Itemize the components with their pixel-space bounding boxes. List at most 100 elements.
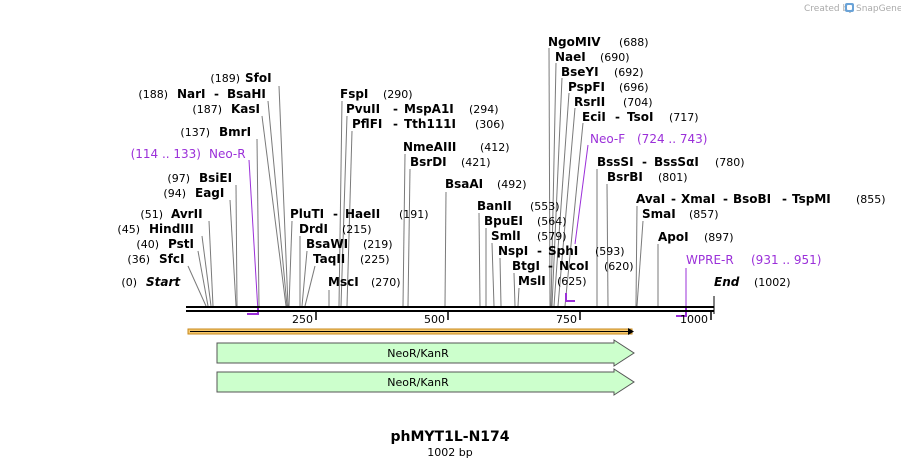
site-ecii[interactable]: EciI - TsoI (717): [582, 110, 699, 124]
svg-text:(306): (306): [475, 118, 505, 131]
site-msci[interactable]: MscI (270): [328, 275, 401, 289]
site-bsawi[interactable]: BsaWI (219): [306, 237, 393, 251]
svg-text:(897): (897): [704, 231, 734, 244]
site-sfci[interactable]: (36) SfcI: [127, 252, 184, 266]
svg-text:NaeI: NaeI: [555, 50, 586, 64]
site-avai[interactable]: AvaI - XmaI - BsoBI - TspMI (855): [636, 192, 886, 206]
svg-text:Neo-R: Neo-R: [209, 147, 246, 161]
site-msli[interactable]: MslI (625): [518, 274, 587, 288]
feature-neokanr-2[interactable]: NeoR/KanR: [216, 368, 635, 396]
svg-text:BssSI: BssSI: [597, 155, 634, 169]
svg-text:(94): (94): [163, 187, 186, 200]
svg-text:SmlI: SmlI: [491, 229, 521, 243]
primer-neo-f[interactable]: Neo-F (724 .. 743): [590, 132, 707, 146]
svg-text:-: -: [548, 259, 553, 273]
svg-text:FspI: FspI: [340, 87, 368, 101]
site-nspi[interactable]: NspI - SphI (593): [498, 244, 625, 258]
site-fspi[interactable]: FspI (290): [340, 87, 413, 101]
svg-text:Start: Start: [146, 275, 181, 289]
orf-bar: [187, 328, 634, 335]
site-bseyi[interactable]: BseYI (692): [561, 65, 644, 79]
svg-text:(696): (696): [619, 81, 649, 94]
backbone: [186, 296, 715, 314]
site-pspfi[interactable]: PspFI (696): [568, 80, 649, 94]
svg-text:BpuEI: BpuEI: [484, 214, 523, 228]
site-nmeaiii[interactable]: NmeAIII (412): [403, 140, 510, 154]
svg-text:-: -: [214, 87, 219, 101]
svg-text:BmrI: BmrI: [219, 125, 251, 139]
site-nari[interactable]: (188) NarI - BsaHI: [138, 87, 266, 101]
primer-neo-r[interactable]: (114 .. 133) Neo-R: [131, 147, 246, 161]
site-bsrbi[interactable]: BsrBI (801): [607, 170, 688, 184]
primer-wpre-r[interactable]: WPRE-R (931 .. 951): [686, 253, 821, 267]
site-avrii[interactable]: (51) AvrII: [140, 207, 202, 221]
svg-text:BtgI: BtgI: [512, 259, 540, 273]
svg-text:RsrII: RsrII: [574, 95, 605, 109]
site-bsaai[interactable]: BsaAI (492): [445, 177, 527, 191]
feature-neokanr-1[interactable]: NeoR/KanR: [216, 339, 635, 367]
primer-arrows: [247, 293, 687, 317]
snapgene-logo-icon: [845, 3, 854, 12]
svg-text:PvuII: PvuII: [346, 102, 380, 116]
site-bsrdi[interactable]: BsrDI (421): [410, 155, 491, 169]
site-pluti[interactable]: PluTI - HaeII (191): [290, 207, 429, 221]
site-sfoi[interactable]: (189) SfoI: [210, 71, 271, 85]
site-taqii[interactable]: TaqII (225): [313, 252, 390, 266]
site-pvuii[interactable]: PvuII - MspA1I (294): [346, 102, 499, 116]
wpre-r-arrow: [676, 306, 687, 317]
site-hindiii[interactable]: (45) HindIII: [117, 222, 193, 236]
ruler: 250 500 750 1000: [292, 312, 712, 326]
svg-text:EciI: EciI: [582, 110, 606, 124]
svg-text:MspA1I: MspA1I: [404, 102, 454, 116]
credit-text: Created by: [804, 4, 854, 14]
site-ngomiv[interactable]: NgoMIV (688): [548, 35, 649, 49]
credit-brand: SnapGene: [856, 4, 901, 14]
svg-text:(270): (270): [371, 276, 401, 289]
site-drdi[interactable]: DrdI (215): [299, 222, 372, 236]
svg-text:KasI: KasI: [231, 102, 260, 116]
svg-text:(564): (564): [537, 215, 567, 228]
tick-1000: 1000: [680, 313, 708, 326]
site-rsrii[interactable]: RsrII (704): [574, 95, 653, 109]
snapgene-credit: Created by SnapGene: [804, 3, 901, 14]
site-btgi[interactable]: BtgI - NcoI (620): [512, 259, 634, 273]
site-smli[interactable]: SmlI (579): [491, 229, 567, 243]
site-eagi[interactable]: (94) EagI: [163, 186, 224, 200]
site-pflfi[interactable]: PflFI - Tth111I (306): [352, 117, 505, 131]
svg-text:MscI: MscI: [328, 275, 359, 289]
svg-text:-: -: [723, 192, 728, 206]
svg-text:(36): (36): [127, 253, 150, 266]
svg-text:SmaI: SmaI: [642, 207, 676, 221]
svg-text:(780): (780): [715, 156, 745, 169]
svg-text:Tth111I: Tth111I: [404, 117, 456, 131]
site-kasi[interactable]: (187) KasI: [192, 102, 260, 116]
svg-text:(290): (290): [383, 88, 413, 101]
neo-r-arrow: [247, 306, 259, 315]
svg-text:NgoMIV: NgoMIV: [548, 35, 601, 49]
site-bmri[interactable]: (137) BmrI: [180, 125, 251, 139]
svg-text:SphI: SphI: [548, 244, 578, 258]
site-bsiei[interactable]: (97) BsiEI: [167, 171, 232, 185]
svg-text:(579): (579): [537, 230, 567, 243]
site-naei[interactable]: NaeI (690): [555, 50, 630, 64]
site-leader-lines: [187, 47, 659, 307]
svg-text:BanII: BanII: [477, 199, 512, 213]
site-smai[interactable]: SmaI (857): [642, 207, 719, 221]
svg-text:BsoBI: BsoBI: [733, 192, 771, 206]
svg-text:(225): (225): [360, 253, 390, 266]
site-bpuei[interactable]: BpuEI (564): [484, 214, 567, 228]
site-psti[interactable]: (40) PstI: [136, 237, 194, 251]
svg-text:MslI: MslI: [518, 274, 546, 288]
svg-text:PstI: PstI: [168, 237, 194, 251]
svg-text:(717): (717): [669, 111, 699, 124]
svg-text:(421): (421): [461, 156, 491, 169]
svg-text:SfcI: SfcI: [159, 252, 184, 266]
site-apoi[interactable]: ApoI (897): [658, 230, 734, 244]
svg-text:HindIII: HindIII: [149, 222, 194, 236]
svg-text:(801): (801): [658, 171, 688, 184]
svg-text:(593): (593): [595, 245, 625, 258]
site-bsssi[interactable]: BssSI - BssSαI (780): [597, 155, 745, 169]
site-banii[interactable]: BanII (553): [477, 199, 560, 213]
end-label: End (1002): [714, 275, 791, 289]
svg-text:(187): (187): [192, 103, 222, 116]
